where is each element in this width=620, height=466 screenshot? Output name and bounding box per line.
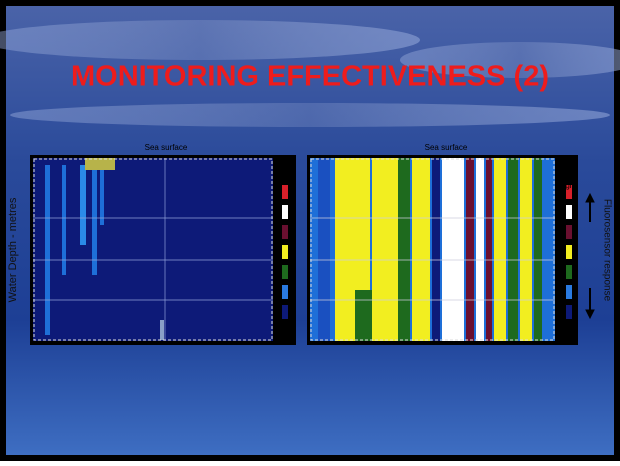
streak bbox=[85, 158, 115, 170]
swatch bbox=[566, 265, 572, 279]
left-image bbox=[30, 155, 296, 345]
swatch bbox=[282, 285, 288, 299]
swatch bbox=[566, 285, 572, 299]
stripe bbox=[372, 158, 400, 341]
cloud bbox=[0, 20, 420, 60]
streak bbox=[100, 165, 104, 225]
stripe bbox=[494, 158, 506, 341]
swatch bbox=[566, 205, 572, 219]
title: MONITORING EFFECTIVENESS (2) bbox=[71, 61, 549, 93]
swatch bbox=[282, 305, 288, 319]
swatch bbox=[282, 265, 288, 279]
axis-label: Water Depth - metres bbox=[7, 197, 19, 302]
stripe bbox=[486, 158, 492, 341]
swatch bbox=[282, 205, 288, 219]
cloud bbox=[400, 42, 620, 78]
swatch bbox=[282, 245, 288, 259]
streak bbox=[80, 165, 86, 245]
stripe bbox=[476, 158, 484, 341]
arrow-up bbox=[585, 192, 595, 222]
streak bbox=[160, 320, 164, 340]
streak bbox=[45, 165, 50, 335]
swatch bbox=[282, 185, 288, 199]
swatch bbox=[566, 225, 572, 239]
stripe bbox=[412, 158, 430, 341]
stripe bbox=[508, 158, 518, 341]
caption: Sea surface bbox=[425, 143, 468, 152]
swatch bbox=[282, 225, 288, 239]
color-bar bbox=[282, 185, 288, 319]
image-field bbox=[33, 158, 273, 341]
swatch bbox=[566, 305, 572, 319]
caption: Sea surface bbox=[145, 143, 188, 152]
cloud bbox=[10, 103, 610, 127]
scale-low: Low bbox=[559, 320, 574, 329]
streak bbox=[62, 165, 66, 275]
arrow-down bbox=[585, 288, 595, 320]
stripe bbox=[398, 158, 410, 341]
streak bbox=[92, 165, 97, 275]
swatch bbox=[566, 245, 572, 259]
stripe bbox=[466, 158, 474, 341]
stripe bbox=[520, 158, 532, 341]
color-bar bbox=[566, 185, 572, 319]
dashed-border bbox=[33, 158, 273, 341]
stripe bbox=[442, 158, 464, 341]
stripe bbox=[318, 158, 330, 341]
stripe bbox=[432, 158, 440, 341]
scale-high: High bbox=[558, 181, 574, 190]
stripe bbox=[355, 290, 375, 341]
stripe bbox=[534, 158, 542, 341]
right-image bbox=[307, 155, 578, 345]
dashed-border bbox=[310, 158, 555, 341]
scale-label: Fluorosensor response bbox=[601, 199, 612, 302]
swatch bbox=[566, 185, 572, 199]
